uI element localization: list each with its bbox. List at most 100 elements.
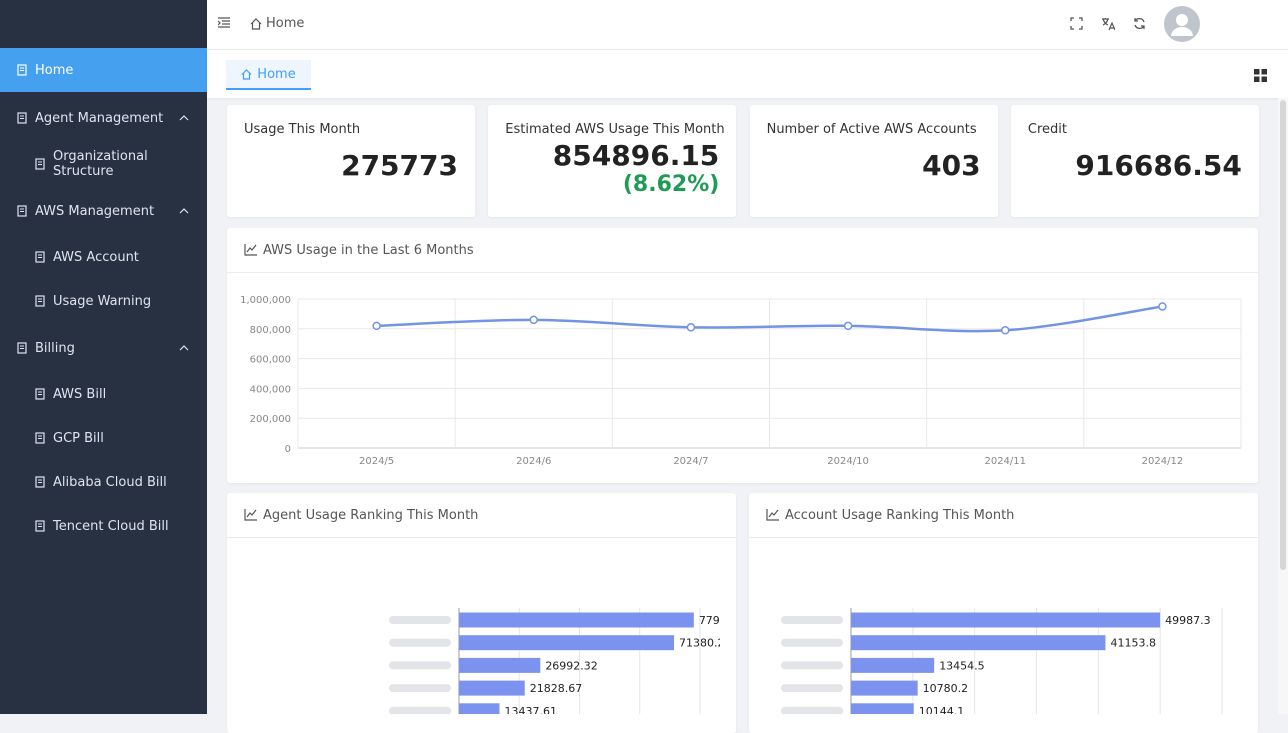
collapse-arrow[interactable] <box>179 208 189 214</box>
avatar[interactable] <box>1164 6 1200 42</box>
language-icon[interactable] <box>1101 17 1115 31</box>
x-tick-label: 2024/5 <box>359 456 394 467</box>
x-tick-label: 2024/12 <box>1142 456 1184 467</box>
point <box>1158 302 1167 311</box>
x-tick-label: 2024/10 <box>827 456 869 467</box>
menu-label: GCP Bill <box>53 430 104 446</box>
point <box>843 321 853 331</box>
card-title: Usage This Month <box>244 122 361 137</box>
value-label: 49987.3 <box>1165 614 1211 627</box>
panel-header: Account Usage Ranking This Month <box>749 493 1258 538</box>
y-tick-label: 800,000 <box>250 325 291 336</box>
panel-header: Agent Usage Ranking This Month <box>227 493 736 538</box>
stat-card: Usage This Month 275773 <box>227 105 475 217</box>
submenu-item[interactable]: GCP Bill <box>0 416 207 460</box>
blurred-label <box>389 616 451 624</box>
bar <box>851 680 918 696</box>
menu-icon <box>35 388 45 400</box>
bar-chart: 77950 71380.21 26992.32 21828.67 13437.61 <box>389 608 732 714</box>
bar <box>459 703 500 714</box>
blurred-label <box>389 706 451 714</box>
value-label: 13454.5 <box>939 659 985 672</box>
menu-icon <box>35 520 45 532</box>
menu-label: Usage Warning <box>53 293 152 309</box>
value-label: 21828.67 <box>530 682 583 695</box>
submenu-item[interactable]: AWS Account <box>0 235 207 279</box>
menu-label: Home <box>35 62 74 78</box>
menu-icon <box>17 112 27 124</box>
point <box>529 315 538 325</box>
chart-icon <box>244 509 257 521</box>
home-icon <box>250 18 262 30</box>
menu-item[interactable]: AWS Management <box>0 189 207 233</box>
fullscreen-icon[interactable] <box>1070 17 1083 30</box>
blurred-label <box>389 661 451 670</box>
top-bar: Home <box>207 0 1288 50</box>
card-title: Credit <box>1027 122 1067 137</box>
y-tick-label: 600,000 <box>250 355 291 366</box>
menu-icon <box>17 342 27 354</box>
bar <box>851 635 1106 651</box>
scrollbar[interactable] <box>1278 98 1288 714</box>
collapse-arrow[interactable] <box>179 345 189 351</box>
y-tick-label: 0 <box>285 444 291 455</box>
menu-item[interactable]: Home <box>0 48 207 92</box>
bar-chart: 49987.3 41153.8 13454.5 10780.2 10144.1 <box>781 608 1223 714</box>
y-tick-label: 400,000 <box>250 384 291 395</box>
submenu-item[interactable]: Tencent Cloud Bill <box>0 504 207 548</box>
refresh-icon[interactable] <box>1133 17 1146 30</box>
grid-icon[interactable] <box>1254 69 1267 82</box>
value-label: 10144.1 <box>919 705 965 714</box>
menu-label: AWS Bill <box>53 386 107 402</box>
bar <box>851 703 914 714</box>
blurred-label <box>781 616 843 624</box>
tab-bar: Home <box>207 50 1288 98</box>
bar <box>851 612 1161 628</box>
y-tick-label: 1,000,000 <box>240 295 291 306</box>
tab[interactable]: Home <box>226 60 311 90</box>
blurred-label <box>781 638 843 647</box>
chart-icon <box>244 244 257 256</box>
stat-card: Number of Active AWS Accounts 403 <box>749 105 998 217</box>
menu-icon <box>17 64 27 76</box>
value-label: 26992.32 <box>545 659 598 672</box>
point <box>686 323 696 332</box>
breadcrumb[interactable]: Home <box>266 16 305 31</box>
menu-label: Tencent Cloud Bill <box>53 518 169 534</box>
submenu-item[interactable]: Organizational Structure <box>0 142 207 186</box>
submenu-item[interactable]: Alibaba Cloud Bill <box>0 460 207 504</box>
collapse-arrow[interactable] <box>179 115 189 121</box>
panel-title: Agent Usage Ranking This Month <box>263 507 479 523</box>
x-tick-label: 2024/6 <box>516 456 551 467</box>
x-tick-label: 2024/11 <box>984 456 1026 467</box>
card-title: Number of Active AWS Accounts <box>766 122 977 137</box>
blurred-label <box>389 684 451 693</box>
panel-title: Account Usage Ranking This Month <box>785 507 1015 523</box>
menu-item[interactable]: Agent Management <box>0 96 207 140</box>
blurred-label <box>781 661 843 670</box>
sidebar: Home Agent Management Organizational Struc… <box>0 0 207 714</box>
submenu-item[interactable]: AWS Bill <box>0 372 207 416</box>
menu-icon <box>35 158 45 170</box>
menu-label: AWS Account <box>53 249 139 265</box>
menu-label: Agent Management <box>35 110 164 126</box>
menu-label: Alibaba Cloud Bill <box>53 474 167 490</box>
value-label: 41153.8 <box>1110 637 1156 650</box>
menu-toggle-icon[interactable] <box>218 17 230 29</box>
menu-label: Organizational Structure <box>53 149 148 179</box>
charts: 0 200,000 400,000 600,000 800,000 1,000,000 20… <box>240 295 1242 714</box>
submenu-item[interactable]: Usage Warning <box>0 279 207 323</box>
point <box>1001 326 1010 335</box>
blurred-label <box>781 684 843 693</box>
menu-icon <box>35 476 45 488</box>
blurred-label <box>781 706 843 714</box>
menu-item[interactable]: Billing <box>0 326 207 370</box>
bar <box>459 657 541 673</box>
home-icon <box>241 68 252 80</box>
card-title: Estimated AWS Usage This Month <box>505 122 725 137</box>
card-value: 403 <box>922 149 981 182</box>
menu-icon <box>35 432 45 444</box>
card-change: (8.62%) <box>622 172 720 197</box>
value-label: 71380.21 <box>679 637 732 650</box>
